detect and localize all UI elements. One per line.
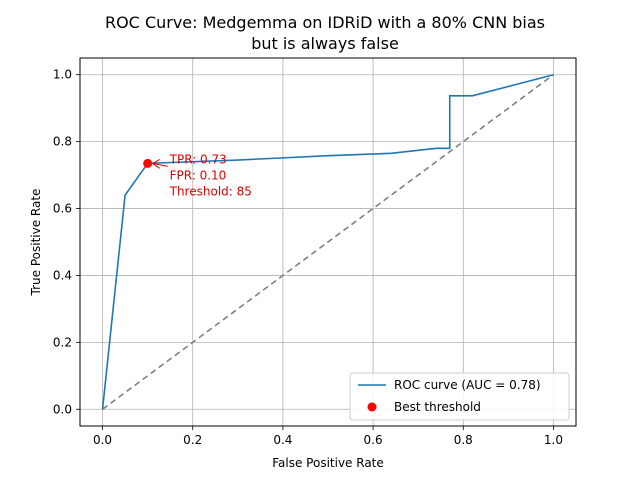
x-tick-label: 0.0 [93, 433, 112, 447]
legend-best-threshold-label: Best threshold [394, 400, 481, 414]
axis-ticks: 0.0 0.2 0.4 0.6 0.8 1.0 0.0 0.2 0.4 0.6 0.8 1.0 [53, 68, 563, 447]
x-axis-label: False Positive Rate [272, 456, 384, 470]
legend-box [349, 372, 570, 421]
chart-title-line-2: but is always false [251, 34, 399, 53]
grid [80, 58, 576, 426]
legend-roc-label: ROC curve (AUC = 0.78) [394, 378, 541, 392]
annotation-tpr: TPR: 0.73 [169, 152, 227, 166]
x-tick-label: 0.2 [183, 433, 202, 447]
annotation-arrow [152, 162, 168, 167]
best-threshold-point [143, 158, 153, 168]
legend-best-threshold-swatch [367, 402, 377, 412]
y-tick-label: 1.0 [53, 68, 72, 82]
plot-frame [79, 57, 577, 427]
chance-diagonal-line [102, 74, 554, 410]
y-tick-label: 0.4 [53, 268, 72, 282]
annotation-fpr: FPR: 0.10 [170, 168, 227, 182]
x-tick-label: 1.0 [544, 433, 563, 447]
y-tick-label: 0.2 [53, 335, 72, 349]
annotation-arrow-head [151, 158, 160, 169]
roc-curve-line [101, 73, 554, 410]
annotation-threshold: Threshold: 85 [169, 184, 252, 198]
x-tick-label: 0.8 [454, 433, 473, 447]
x-tick-label: 0.4 [273, 433, 292, 447]
legend: ROC curve (AUC = 0.78) Best threshold [349, 372, 570, 421]
x-tick-label: 0.6 [364, 433, 383, 447]
y-axis-label: True Positive Rate [29, 189, 43, 297]
y-tick-label: 0.6 [53, 202, 72, 216]
y-tick-label: 0.0 [53, 402, 72, 416]
chart-title-line-1: ROC Curve: Medgemma on IDRiD with a 80% … [105, 13, 545, 32]
y-tick-label: 0.8 [53, 135, 72, 149]
